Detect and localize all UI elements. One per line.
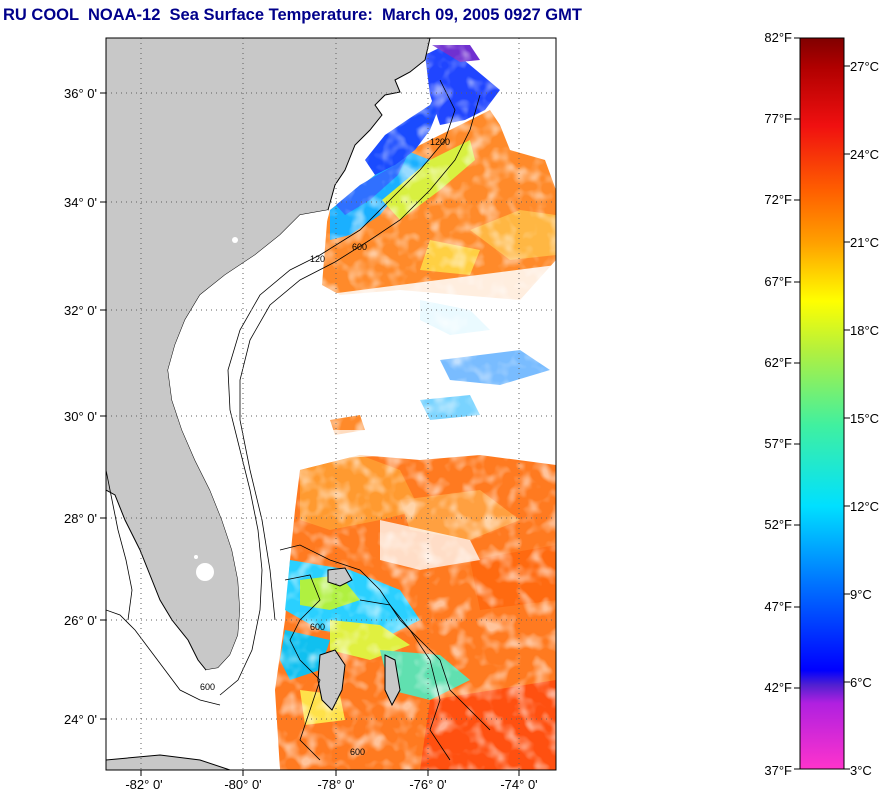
lat-tick-label: 28° 0'	[64, 511, 97, 526]
celsius-label: 21°C	[850, 235, 879, 250]
lat-tick-label: 32° 0'	[64, 303, 97, 318]
map-panel: 600 120 1200 600 600 600	[64, 37, 557, 792]
continental-shelf-region	[168, 210, 328, 700]
land-layer	[106, 38, 431, 770]
fahrenheit-label: 37°F	[764, 763, 792, 778]
fahrenheit-label: 47°F	[764, 599, 792, 614]
map-tick-marks	[100, 92, 520, 776]
isobath-label: 600	[310, 622, 325, 632]
colorbar-gradient	[799, 37, 845, 770]
isobath-label: 120	[310, 254, 325, 264]
celsius-label: 12°C	[850, 499, 879, 514]
colorbar-fahrenheit-labels: 82°F 77°F 72°F 67°F 62°F 57°F 52°F 47°F …	[764, 30, 792, 778]
celsius-label: 3°C	[850, 763, 872, 778]
fahrenheit-label: 52°F	[764, 517, 792, 532]
celsius-label: 18°C	[850, 323, 879, 338]
graticule-grid	[106, 38, 556, 770]
fahrenheit-label: 42°F	[764, 680, 792, 695]
lon-tick-label: -76° 0'	[409, 777, 446, 792]
longitude-labels: -82° 0' -80° 0' -78° 0' -76° 0' -74° 0'	[125, 777, 537, 792]
page-title: RU COOL NOAA-12 Sea Surface Temperature:…	[3, 6, 582, 24]
celsius-label: 24°C	[850, 147, 879, 162]
celsius-label: 15°C	[850, 411, 879, 426]
fahrenheit-label: 82°F	[764, 30, 792, 45]
lat-tick-label: 30° 0'	[64, 409, 97, 424]
celsius-label: 27°C	[850, 59, 879, 74]
celsius-label: 6°C	[850, 675, 872, 690]
fahrenheit-label: 57°F	[764, 436, 792, 451]
isobath-label: 600	[350, 747, 365, 757]
colorbar-celsius-ticks	[844, 65, 850, 770]
fahrenheit-label: 77°F	[764, 111, 792, 126]
isobath-label: 600	[200, 682, 215, 692]
isobath-labels: 600 120 1200 600 600 600	[200, 137, 450, 757]
isobath-contours	[106, 79, 491, 761]
colorbar-fahrenheit-ticks	[794, 37, 800, 770]
fahrenheit-label: 72°F	[764, 192, 792, 207]
lon-tick-label: -74° 0'	[500, 777, 537, 792]
lat-tick-label: 26° 0'	[64, 613, 97, 628]
lat-tick-label: 34° 0'	[64, 195, 97, 210]
colorbar: 82°F 77°F 72°F 67°F 62°F 57°F 52°F 47°F …	[764, 30, 879, 778]
fahrenheit-label: 62°F	[764, 355, 792, 370]
latitude-labels: 36° 0' 34° 0' 32° 0' 30° 0' 28° 0' 26° 0…	[64, 86, 97, 727]
cloud-mask-layer	[260, 265, 556, 770]
lon-tick-label: -80° 0'	[224, 777, 261, 792]
isobath-label: 1200	[430, 137, 450, 147]
lat-tick-label: 24° 0'	[64, 712, 97, 727]
inland-water	[194, 237, 238, 581]
fahrenheit-label: 67°F	[764, 274, 792, 289]
colorbar-celsius-labels: 27°C 24°C 21°C 18°C 15°C 12°C 9°C 6°C 3°…	[850, 59, 879, 778]
celsius-label: 9°C	[850, 587, 872, 602]
isobath-label: 600	[352, 242, 367, 252]
map-frame	[105, 37, 557, 771]
lon-tick-label: -78° 0'	[317, 777, 354, 792]
lat-tick-label: 36° 0'	[64, 86, 97, 101]
lon-tick-label: -82° 0'	[125, 777, 162, 792]
